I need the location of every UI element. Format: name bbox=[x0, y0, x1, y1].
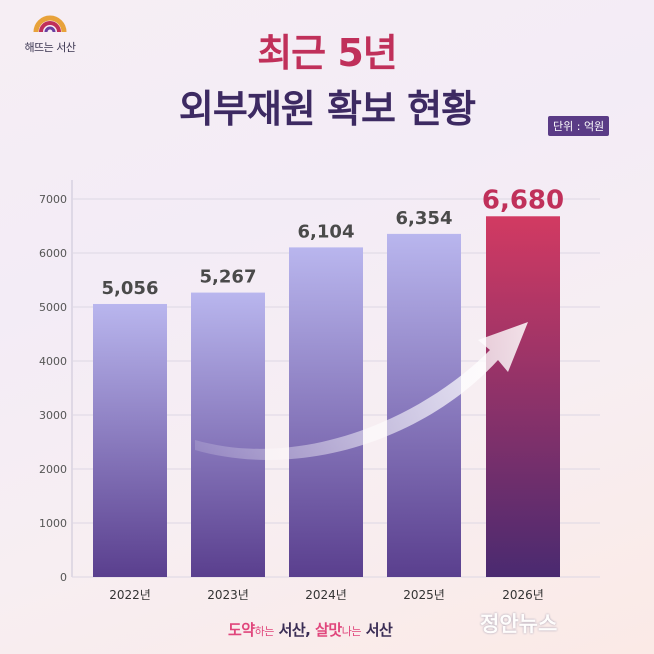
y-tick-label: 0 bbox=[60, 571, 67, 584]
slogan-accent-1: 도약 bbox=[228, 621, 255, 639]
value-label: 6,354 bbox=[396, 208, 453, 229]
slogan-footer: 도약하는 서산, 살맛나는 서산 bbox=[228, 619, 393, 640]
y-tick-label: 2000 bbox=[39, 463, 67, 476]
x-tick-label: 2022년 bbox=[109, 588, 151, 602]
x-tick-label: 2025년 bbox=[403, 588, 445, 602]
y-tick-label: 4000 bbox=[39, 355, 67, 368]
x-tick-label: 2023년 bbox=[207, 588, 249, 602]
news-watermark: 정안뉴스 bbox=[480, 612, 558, 636]
y-tick-label: 7000 bbox=[39, 193, 67, 206]
x-tick-label: 2024년 bbox=[305, 588, 347, 602]
value-label: 5,056 bbox=[102, 278, 159, 299]
page-title-line2: 외부재원 확보 현황 bbox=[178, 87, 476, 131]
bar-2026년 bbox=[486, 216, 560, 577]
sun-logo-icon bbox=[33, 15, 67, 33]
y-tick-label: 6000 bbox=[39, 247, 67, 260]
bar-2024년 bbox=[289, 247, 363, 577]
y-tick-label: 5000 bbox=[39, 301, 67, 314]
slogan-text-2: 서산 bbox=[360, 621, 393, 639]
slogan-small-2: 나는 bbox=[341, 625, 362, 638]
slogan-text-1: 서산, bbox=[273, 621, 316, 639]
page-title-line1: 최근 5년 bbox=[257, 31, 398, 75]
slogan-accent-2: 살맛 bbox=[315, 621, 342, 639]
y-tick-label: 1000 bbox=[39, 517, 67, 530]
y-tick-label: 3000 bbox=[39, 409, 67, 422]
x-tick-label: 2026년 bbox=[502, 588, 544, 602]
logo: 해뜨는 서산 bbox=[10, 8, 90, 55]
value-label: 5,267 bbox=[200, 267, 257, 288]
bar-2022년 bbox=[93, 303, 167, 577]
value-label: 6,680 bbox=[482, 185, 564, 215]
logo-text: 해뜨는 서산 bbox=[24, 41, 76, 54]
trend-arrow bbox=[195, 322, 528, 460]
value-label: 6,104 bbox=[298, 221, 355, 242]
slogan-small-1: 하는 bbox=[254, 625, 275, 638]
unit-badge: 단위 : 억원 bbox=[548, 116, 610, 136]
bar-2023년 bbox=[191, 292, 265, 577]
